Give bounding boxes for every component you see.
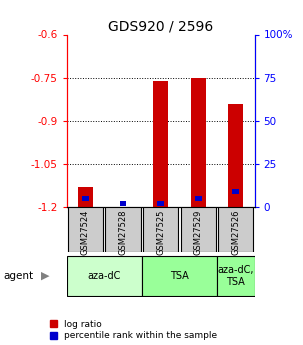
Bar <box>143 207 178 252</box>
Bar <box>82 196 89 201</box>
Bar <box>218 207 253 252</box>
Bar <box>181 207 216 252</box>
Bar <box>142 256 217 296</box>
Text: aza-dC: aza-dC <box>88 271 121 281</box>
Bar <box>120 201 126 206</box>
Bar <box>157 201 164 206</box>
Bar <box>68 207 103 252</box>
Bar <box>153 80 168 207</box>
Bar <box>78 187 93 207</box>
Text: GSM27524: GSM27524 <box>81 209 90 255</box>
Legend: log ratio, percentile rank within the sample: log ratio, percentile rank within the sa… <box>50 320 218 341</box>
Bar <box>228 104 243 207</box>
Bar <box>217 256 255 296</box>
Bar <box>67 256 142 296</box>
Bar <box>195 196 201 201</box>
Text: GSM27529: GSM27529 <box>194 209 203 255</box>
Bar <box>232 189 239 194</box>
Title: GDS920 / 2596: GDS920 / 2596 <box>108 19 213 33</box>
Text: GSM27525: GSM27525 <box>156 209 165 255</box>
Text: TSA: TSA <box>170 271 189 281</box>
Bar <box>191 78 206 207</box>
Bar <box>105 207 141 252</box>
Text: agent: agent <box>3 271 33 281</box>
Text: GSM27528: GSM27528 <box>118 209 128 255</box>
Text: aza-dC,
TSA: aza-dC, TSA <box>218 265 254 287</box>
Text: GSM27526: GSM27526 <box>231 209 240 255</box>
Text: ▶: ▶ <box>41 271 49 281</box>
